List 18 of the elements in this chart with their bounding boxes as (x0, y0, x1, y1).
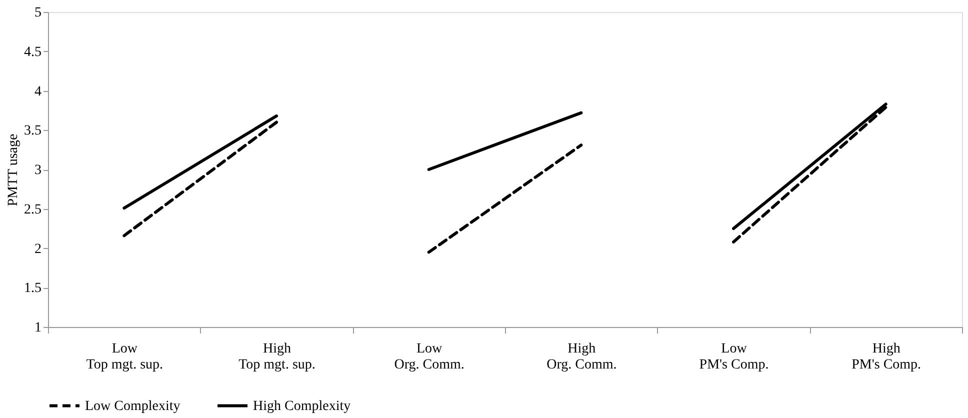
legend-label: Low Complexity (85, 398, 180, 414)
x-tick-label: Low Top mgt. sup. (86, 342, 164, 372)
y-tick-label: 1.5 (24, 281, 42, 296)
x-tick-label: Low PM's Comp. (699, 342, 769, 372)
y-axis-title: PMTT usage (6, 134, 21, 206)
y-tick-label: 5 (34, 6, 42, 20)
legend-label: High Complexity (253, 398, 351, 414)
y-tick-label: 3 (34, 163, 42, 178)
y-tick-label: 4 (34, 84, 42, 100)
x-tick-label: High Org. Comm. (546, 342, 617, 372)
y-tick-label: 2.5 (24, 202, 42, 218)
x-tick-label: High PM's Comp. (852, 342, 922, 372)
x-tick-label: High Top mgt. sup. (238, 342, 316, 372)
x-tick-label: Low Org. Comm. (394, 342, 464, 372)
y-tick-label: 3.5 (24, 124, 42, 139)
y-tick-label: 4.5 (24, 44, 42, 60)
y-tick-label: 2 (34, 242, 42, 257)
y-tick-label: 1 (34, 320, 42, 336)
